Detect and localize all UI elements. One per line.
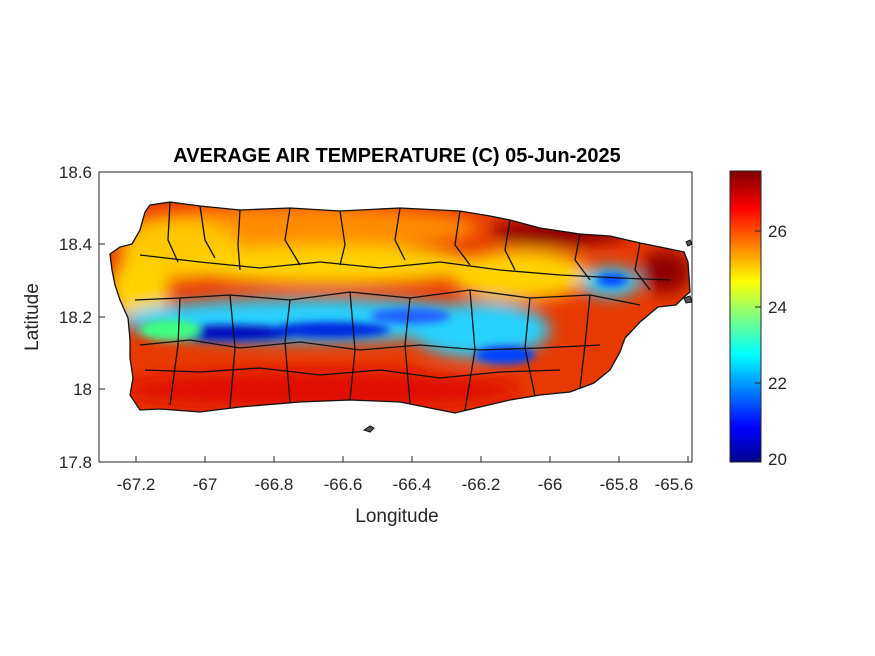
colorbar-tick-label: 24 — [768, 298, 787, 317]
y-axis: 18.6 18.4 18.2 18 17.8 — [59, 163, 105, 472]
islet — [362, 425, 375, 433]
boundary-line — [464, 289, 476, 411]
y-tick-label: 18.4 — [59, 235, 92, 254]
boundary-line — [134, 289, 641, 306]
y-tick-label: 18.6 — [59, 163, 92, 182]
x-tick-label: -65.6 — [655, 475, 694, 494]
boundary-line — [284, 299, 291, 403]
x-tick-label: -67 — [193, 475, 218, 494]
boundary-line — [229, 294, 236, 409]
boundary-line — [139, 254, 671, 281]
offshore-islets — [362, 239, 693, 433]
cold-spot-northeast — [597, 274, 627, 286]
x-tick-label: -65.8 — [600, 475, 639, 494]
x-tick-label: -66.8 — [255, 475, 294, 494]
x-axis-label: Longitude — [355, 506, 438, 527]
boundary-line — [404, 297, 411, 404]
central-yellow-band — [180, 245, 480, 285]
boundary-line — [634, 242, 651, 291]
municipal-boundaries — [109, 201, 691, 414]
x-tick-label: -66.6 — [324, 475, 363, 494]
colorbar: 26 24 22 20 — [729, 170, 787, 469]
cold-ridge-east — [370, 308, 450, 324]
island-outline — [109, 201, 691, 414]
boundary-line — [574, 233, 591, 281]
islet — [685, 239, 693, 247]
boundary-line — [169, 297, 181, 406]
cold-ridge-central — [270, 322, 390, 338]
boundary-line — [504, 219, 516, 271]
boundary-line — [454, 210, 471, 266]
y-tick-label: 18 — [73, 380, 92, 399]
boundary-line — [524, 297, 536, 397]
x-axis: -67.2 -67 -66.8 -66.6 -66.4 -66.2 -66 -6… — [117, 456, 694, 494]
cold-spot-east — [475, 346, 535, 364]
boundary-line — [394, 207, 406, 261]
green-transition-west — [140, 320, 200, 340]
map-title: AVERAGE AIR TEMPERATURE (C) 05-Jun-2025 — [173, 145, 620, 167]
boundary-line — [349, 291, 356, 401]
boundary-line — [339, 210, 346, 266]
y-axis-label: Latitude — [22, 283, 43, 351]
boundary-line — [199, 205, 216, 259]
x-tick-label: -66 — [538, 475, 563, 494]
y-tick-label: 17.8 — [59, 453, 92, 472]
colorbar-gradient — [729, 170, 762, 463]
x-tick-label: -67.2 — [117, 475, 156, 494]
colorbar-tick-label: 20 — [768, 450, 787, 469]
x-tick-label: -66.2 — [462, 475, 501, 494]
east-tip-hot — [640, 250, 690, 294]
colorbar-tick-label: 22 — [768, 374, 787, 393]
east-yellow-zone — [450, 250, 590, 300]
x-tick-label: -66.4 — [393, 475, 432, 494]
boundary-line — [144, 367, 561, 379]
islet — [683, 295, 693, 304]
boundary-line — [237, 209, 241, 271]
south-coast-red — [120, 370, 520, 410]
boundary-line — [139, 339, 601, 351]
boundary-line — [284, 207, 301, 266]
boundary-line — [167, 201, 179, 263]
boundary-line — [579, 294, 591, 389]
y-tick-label: 18.2 — [59, 308, 92, 327]
temperature-field — [110, 202, 690, 413]
colorbar-tick-label: 26 — [768, 222, 787, 241]
